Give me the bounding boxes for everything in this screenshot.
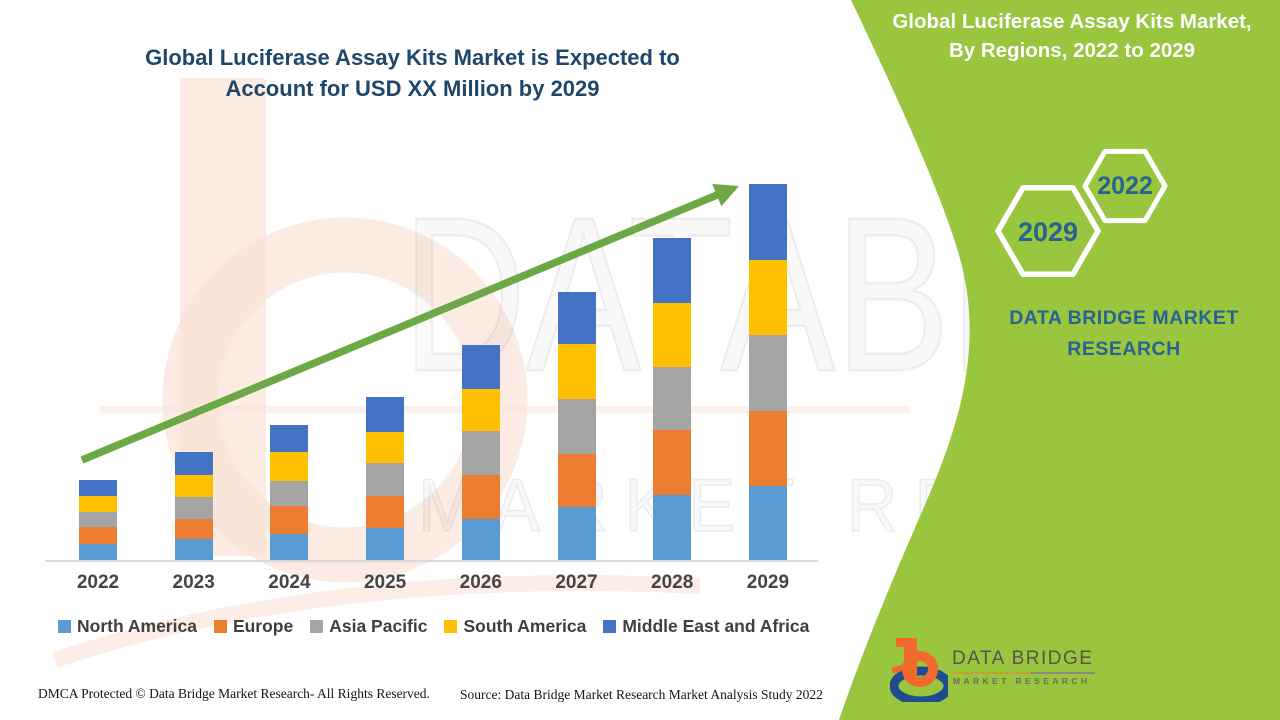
legend-label: Asia Pacific	[329, 616, 428, 636]
legend-item: North America	[58, 616, 197, 637]
logo-b-hook	[896, 638, 910, 647]
footer-source-text: Source: Data Bridge Market Research Mark…	[460, 687, 823, 702]
x-axis-line	[45, 560, 818, 562]
logo-subtitle: MARKET RESEARCH	[953, 676, 1091, 686]
logo-b-bowl	[902, 651, 938, 687]
hexagon-2022	[1082, 148, 1168, 224]
legend-item: Europe	[213, 616, 294, 637]
ghost-horizontal-line	[100, 406, 910, 413]
band-title-line2: By Regions, 2022 to 2029	[948, 38, 1196, 62]
hexagon-label-2022: 2022	[1097, 172, 1153, 200]
legend-swatch-icon	[58, 620, 71, 633]
brand-text-line1: DATA BRIDGE MARKET	[1009, 307, 1239, 329]
legend-label: North America	[77, 616, 197, 636]
legend-item: Middle East and Africa	[603, 616, 809, 637]
logo-swoosh	[890, 666, 948, 702]
legend-swatch-icon	[310, 620, 324, 633]
logo-dash	[891, 663, 906, 674]
chart-title: Global Luciferase Assay Kits Market is E…	[130, 42, 695, 104]
hexagon-label-2029: 2029	[1017, 217, 1079, 247]
legend-swatch-icon	[603, 620, 617, 633]
trend-arrow-line	[80, 191, 719, 464]
hexagon-2029	[995, 184, 1101, 278]
footer-dmca-text: DMCA Protected © Data Bridge Market Rese…	[38, 686, 430, 701]
legend-swatch-icon	[213, 620, 227, 633]
logo-underline	[952, 672, 1095, 674]
legend-label: Europe	[232, 616, 294, 636]
legend-label: Middle East and Africa	[622, 616, 810, 636]
logo-title: DATA BRIDGE	[952, 648, 1094, 669]
ghost-swoosh	[52, 575, 701, 668]
data-bridge-logo: DATA BRIDGE MARKET RESEARCH	[890, 634, 1120, 704]
legend-item: South America	[444, 616, 586, 637]
data-bridge-logo-icon	[890, 638, 948, 702]
legend: North America Europe Asia Pacific South Ame…	[58, 616, 809, 637]
green-band-shape	[839, 0, 1280, 720]
trend-arrow-head	[712, 184, 739, 207]
brand-text-line2: RESEARCH	[1067, 338, 1181, 360]
chart-title-line1: Global Luciferase Assay Kits Market is E…	[145, 45, 680, 70]
brand-text: DATA BRIDGE MARKET RESEARCH	[980, 303, 1268, 365]
legend-item: Asia Pacific	[310, 616, 427, 637]
legend-swatch-icon	[444, 620, 458, 633]
band-title: Global Luciferase Assay Kits Market, By …	[872, 8, 1272, 65]
band-title-line1: Global Luciferase Assay Kits Market,	[892, 10, 1252, 33]
chart-title-line2: Account for USD XX Million by 2029	[225, 76, 600, 101]
legend-label: South America	[463, 616, 587, 636]
ghost-b-bowl	[162, 217, 528, 583]
